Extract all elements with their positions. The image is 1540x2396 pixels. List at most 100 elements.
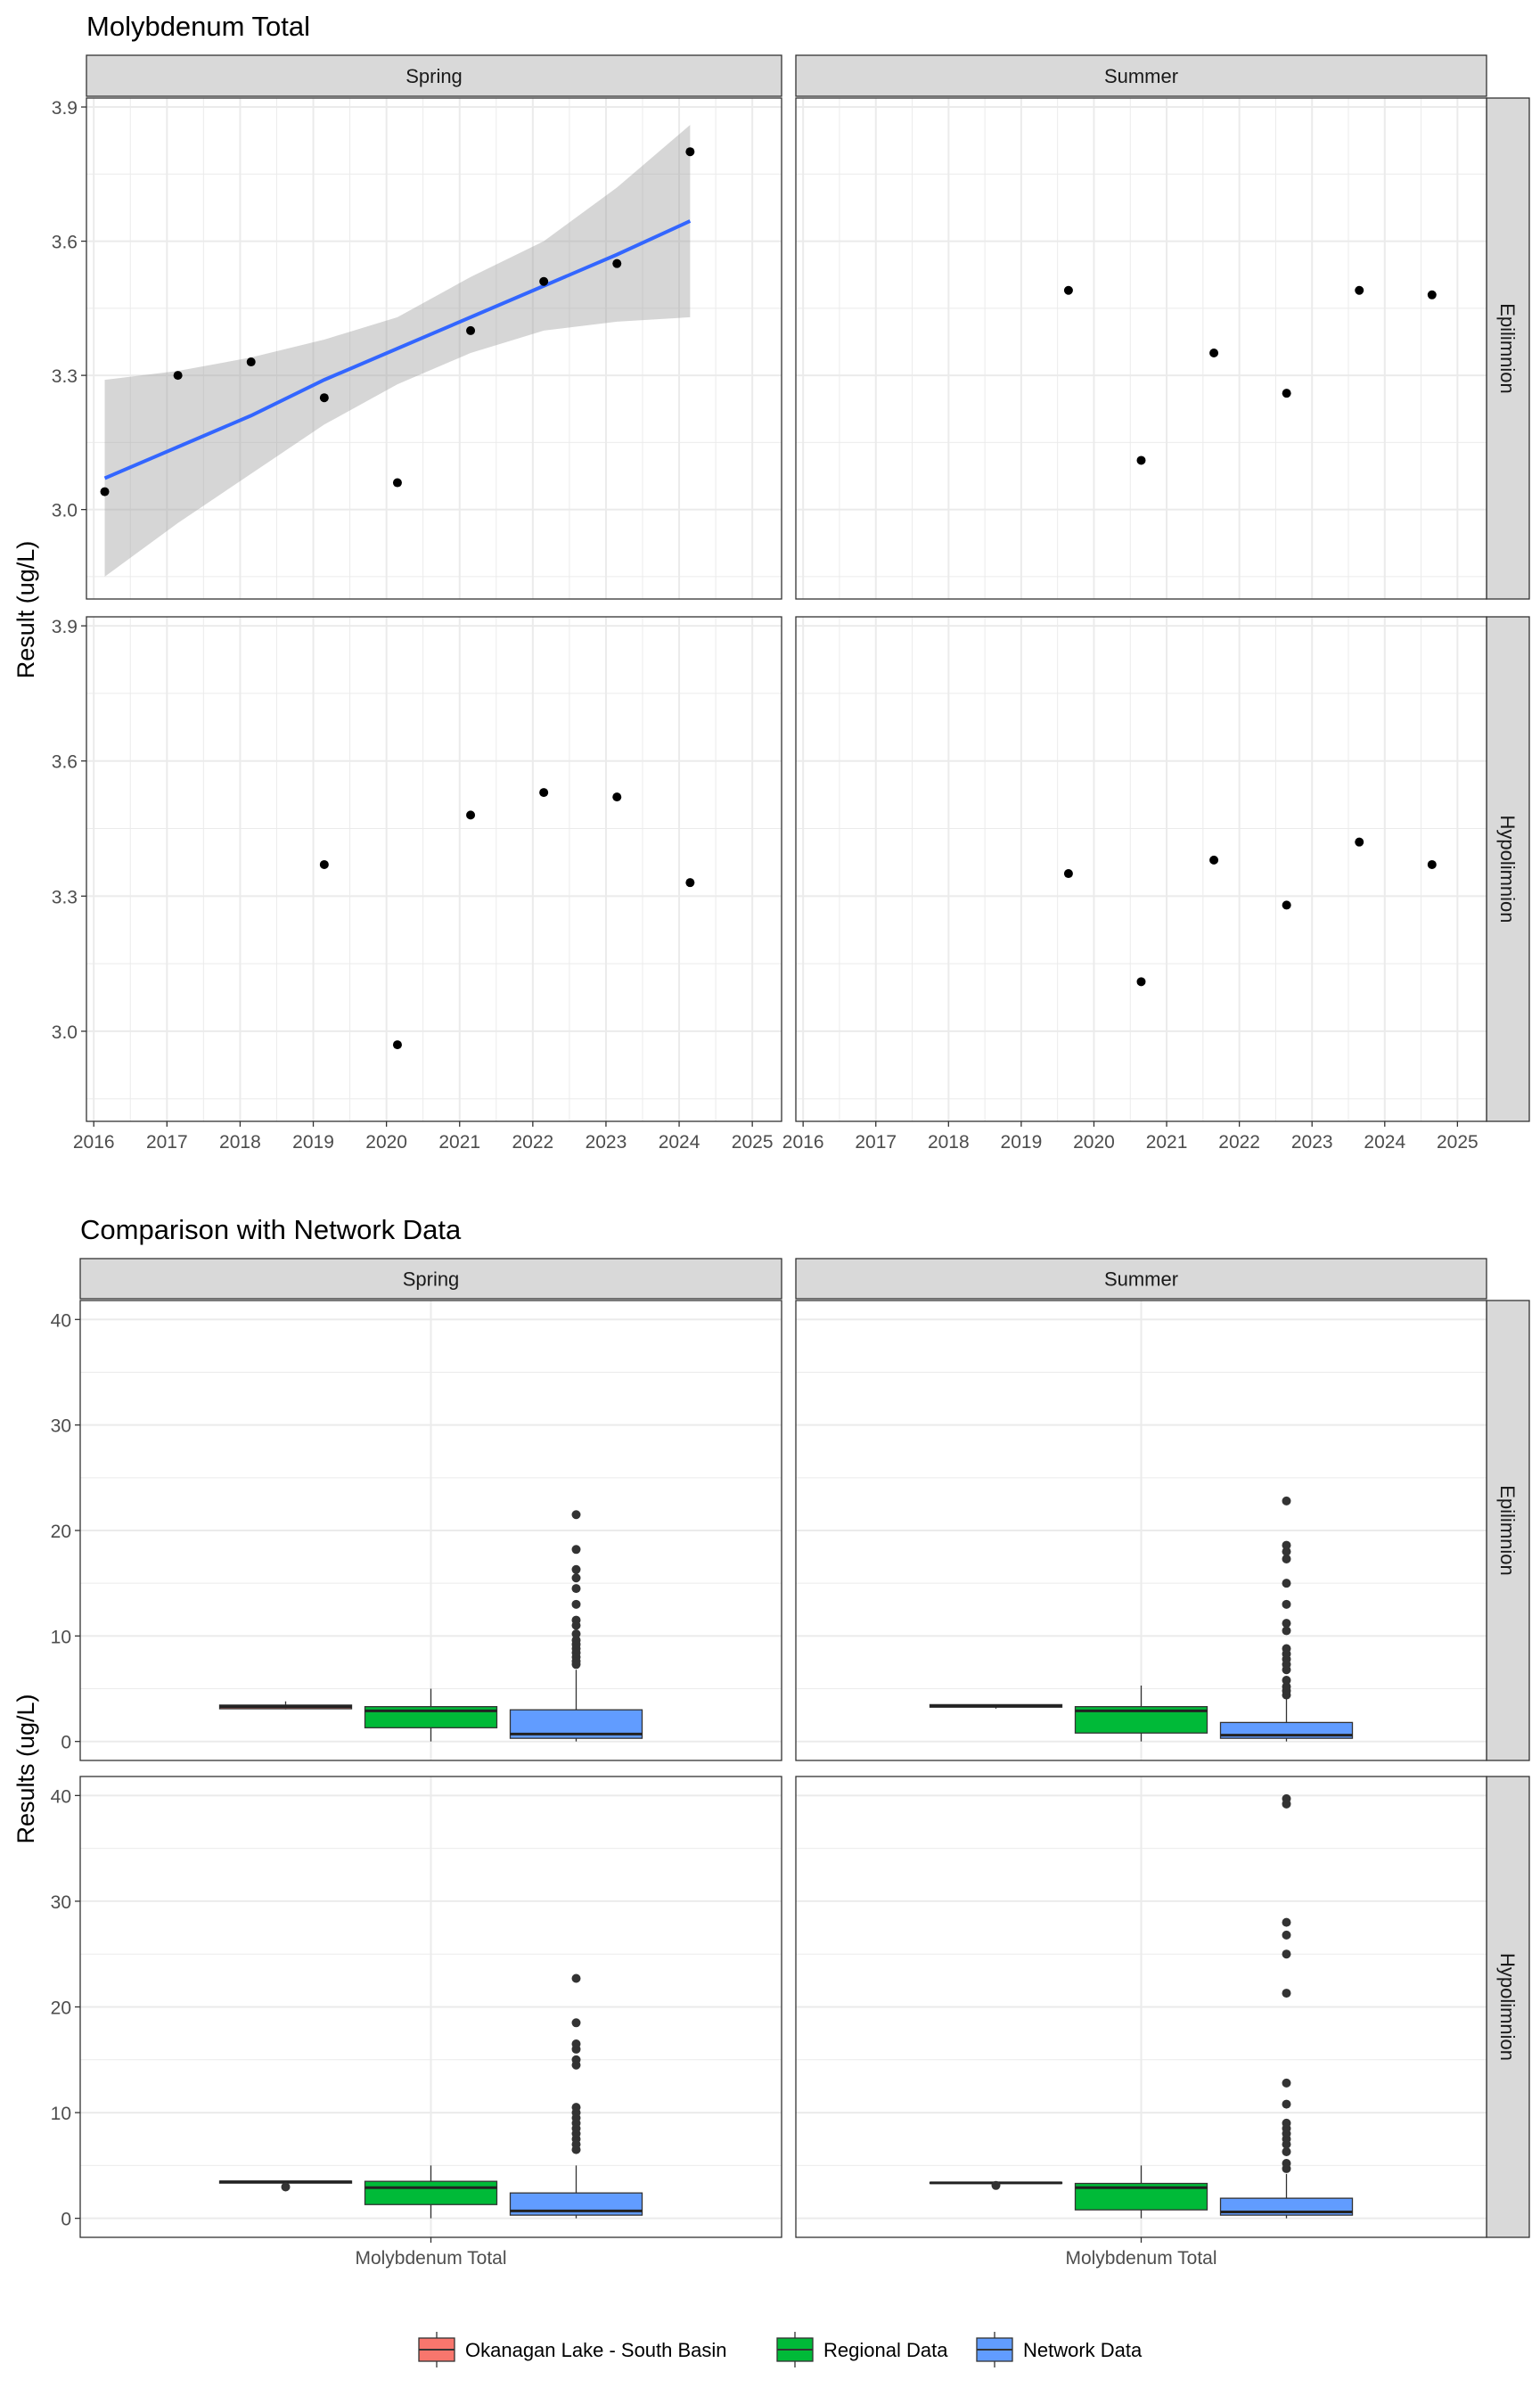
facet-strip-summer: [795, 1258, 1487, 1300]
legend-label: Network Data: [1023, 2339, 1143, 2361]
legend: Okanagan Lake - South Basin Regional Data…: [418, 2332, 1143, 2367]
outlier-point: [571, 2103, 581, 2113]
y-tick-label: 3.6: [52, 752, 78, 773]
data-point: [1282, 389, 1291, 398]
facet-label-spring: Spring: [405, 65, 463, 87]
y-tick-label: 3.9: [52, 617, 78, 637]
outlier-point: [571, 1615, 581, 1625]
data-point: [1063, 285, 1073, 295]
facet-label-spring: Spring: [403, 1268, 460, 1291]
outlier-point: [571, 1629, 581, 1638]
panel-spring-hypolimnion: 3.0 3.3 3.6 3.9 2016 2017 2018 2019 2020 2021 2022…: [52, 616, 782, 1153]
outlier-point: [571, 1973, 581, 1983]
data-point: [1282, 900, 1291, 910]
box-okanagan-lake-south-basin: [218, 2180, 353, 2192]
facet-strip-spring: [86, 54, 782, 97]
panel-spring-epilimnion: 3.0 3.3 3.6 3.9: [52, 97, 782, 600]
x-tick-label: 2021: [1146, 1132, 1188, 1153]
y-tick-label: 3.9: [52, 98, 78, 119]
x-tick-label: 2016: [73, 1132, 115, 1153]
y-tick-label: 3.0: [52, 501, 78, 521]
outlier-point: [1282, 1626, 1291, 1636]
x-tick-label: 2018: [928, 1132, 970, 1153]
box-panel-summer-hypolimnion: Molybdenum Total: [795, 1776, 1487, 2269]
outlier-point: [571, 1564, 581, 1574]
outlier-point: [571, 1599, 581, 1609]
box-okanagan-lake-south-basin: [929, 1703, 1063, 1709]
x-tick-label: 2019: [292, 1132, 334, 1153]
data-point: [612, 258, 622, 268]
box-network-data: [1219, 1496, 1354, 1742]
outlier-point: [1282, 2146, 1291, 2156]
data-point: [1355, 837, 1364, 847]
facet-label-epilimnion: Epilimnion: [1496, 303, 1519, 394]
outlier-point: [1282, 1547, 1291, 1556]
data-point: [100, 487, 110, 496]
y-axis-label-results: Results (ug/L): [12, 1694, 39, 1843]
x-tick-label: 2022: [1218, 1132, 1260, 1153]
outlier-point: [1282, 1949, 1291, 1959]
facet-label-summer: Summer: [1104, 1268, 1178, 1291]
facet-strip-spring: [79, 1258, 782, 1300]
x-tick-label: 2020: [1073, 1132, 1115, 1153]
outlier-point: [1282, 1619, 1291, 1629]
outlier-point: [1282, 1682, 1291, 1692]
box-regional-data: [364, 2165, 498, 2219]
box-body: [364, 2180, 498, 2205]
outlier-point: [571, 1545, 581, 1555]
x-tick-label: 2018: [219, 1132, 261, 1153]
legend-item-regional-data: Regional Data: [776, 2332, 948, 2367]
confidence-ribbon: [104, 125, 691, 577]
y-tick-label: 3.3: [52, 366, 78, 387]
outlier-point: [1282, 1930, 1291, 1940]
x-tick-label-category: Molybdenum Total: [355, 2248, 506, 2269]
y-tick-label: 30: [51, 1416, 71, 1437]
panel-border: [795, 616, 1487, 1122]
outlier-point: [1282, 1599, 1291, 1609]
data-point: [539, 788, 549, 798]
x-tick-label: 2021: [438, 1132, 480, 1153]
data-point: [1427, 859, 1437, 869]
data-point: [466, 325, 476, 335]
outlier-point: [1282, 1793, 1291, 1803]
x-tick-label: 2023: [1291, 1132, 1333, 1153]
facet-strip-hypolimnion: [1486, 1776, 1530, 2238]
outlier-point: [1282, 1917, 1291, 1927]
box-network-data: [509, 1510, 643, 1742]
outlier-point: [571, 2055, 581, 2064]
facet-label-hypolimnion: Hypolimnion: [1496, 1953, 1519, 2061]
facet-strip-epilimnion: [1486, 1300, 1530, 1761]
outlier-point: [991, 2180, 1001, 2190]
box-regional-data: [1074, 2165, 1208, 2219]
data-point: [1209, 855, 1219, 865]
y-tick-label: 10: [51, 2104, 71, 2124]
y-tick-label: 20: [51, 1522, 71, 1542]
panel-background: [86, 98, 782, 599]
y-tick-label: 10: [51, 1627, 71, 1647]
data-point: [1355, 285, 1364, 295]
outlier-point: [1282, 1554, 1291, 1563]
x-tick-label: 2019: [1001, 1132, 1043, 1153]
data-point: [319, 859, 329, 869]
chart-title-molybdenum: Molybdenum Total: [86, 11, 310, 42]
box-network-data: [509, 1973, 643, 2219]
x-tick-label: 2020: [365, 1132, 407, 1153]
data-point: [1136, 977, 1146, 987]
data-point: [685, 878, 695, 888]
legend-label: Okanagan Lake - South Basin: [465, 2339, 727, 2361]
facet-strip-hypolimnion: [1486, 616, 1530, 1122]
box-network-data: [1219, 1793, 1354, 2219]
y-tick-label: 40: [51, 1310, 71, 1331]
data-point: [466, 810, 476, 820]
x-tick-label: 2024: [659, 1132, 700, 1153]
outlier-point: [1282, 1579, 1291, 1588]
y-tick-label: 0: [61, 1733, 71, 1753]
data-point: [246, 357, 256, 367]
box-okanagan-lake-south-basin: [929, 2180, 1063, 2190]
data-point: [539, 276, 549, 286]
y-tick-label: 30: [51, 1892, 71, 1913]
box-regional-data: [1074, 1685, 1208, 1742]
chart-title-comparison: Comparison with Network Data: [80, 1214, 462, 1245]
legend-item-okanagan-lake-south-basin: Okanagan Lake - South Basin: [418, 2332, 727, 2367]
data-point: [173, 371, 183, 381]
